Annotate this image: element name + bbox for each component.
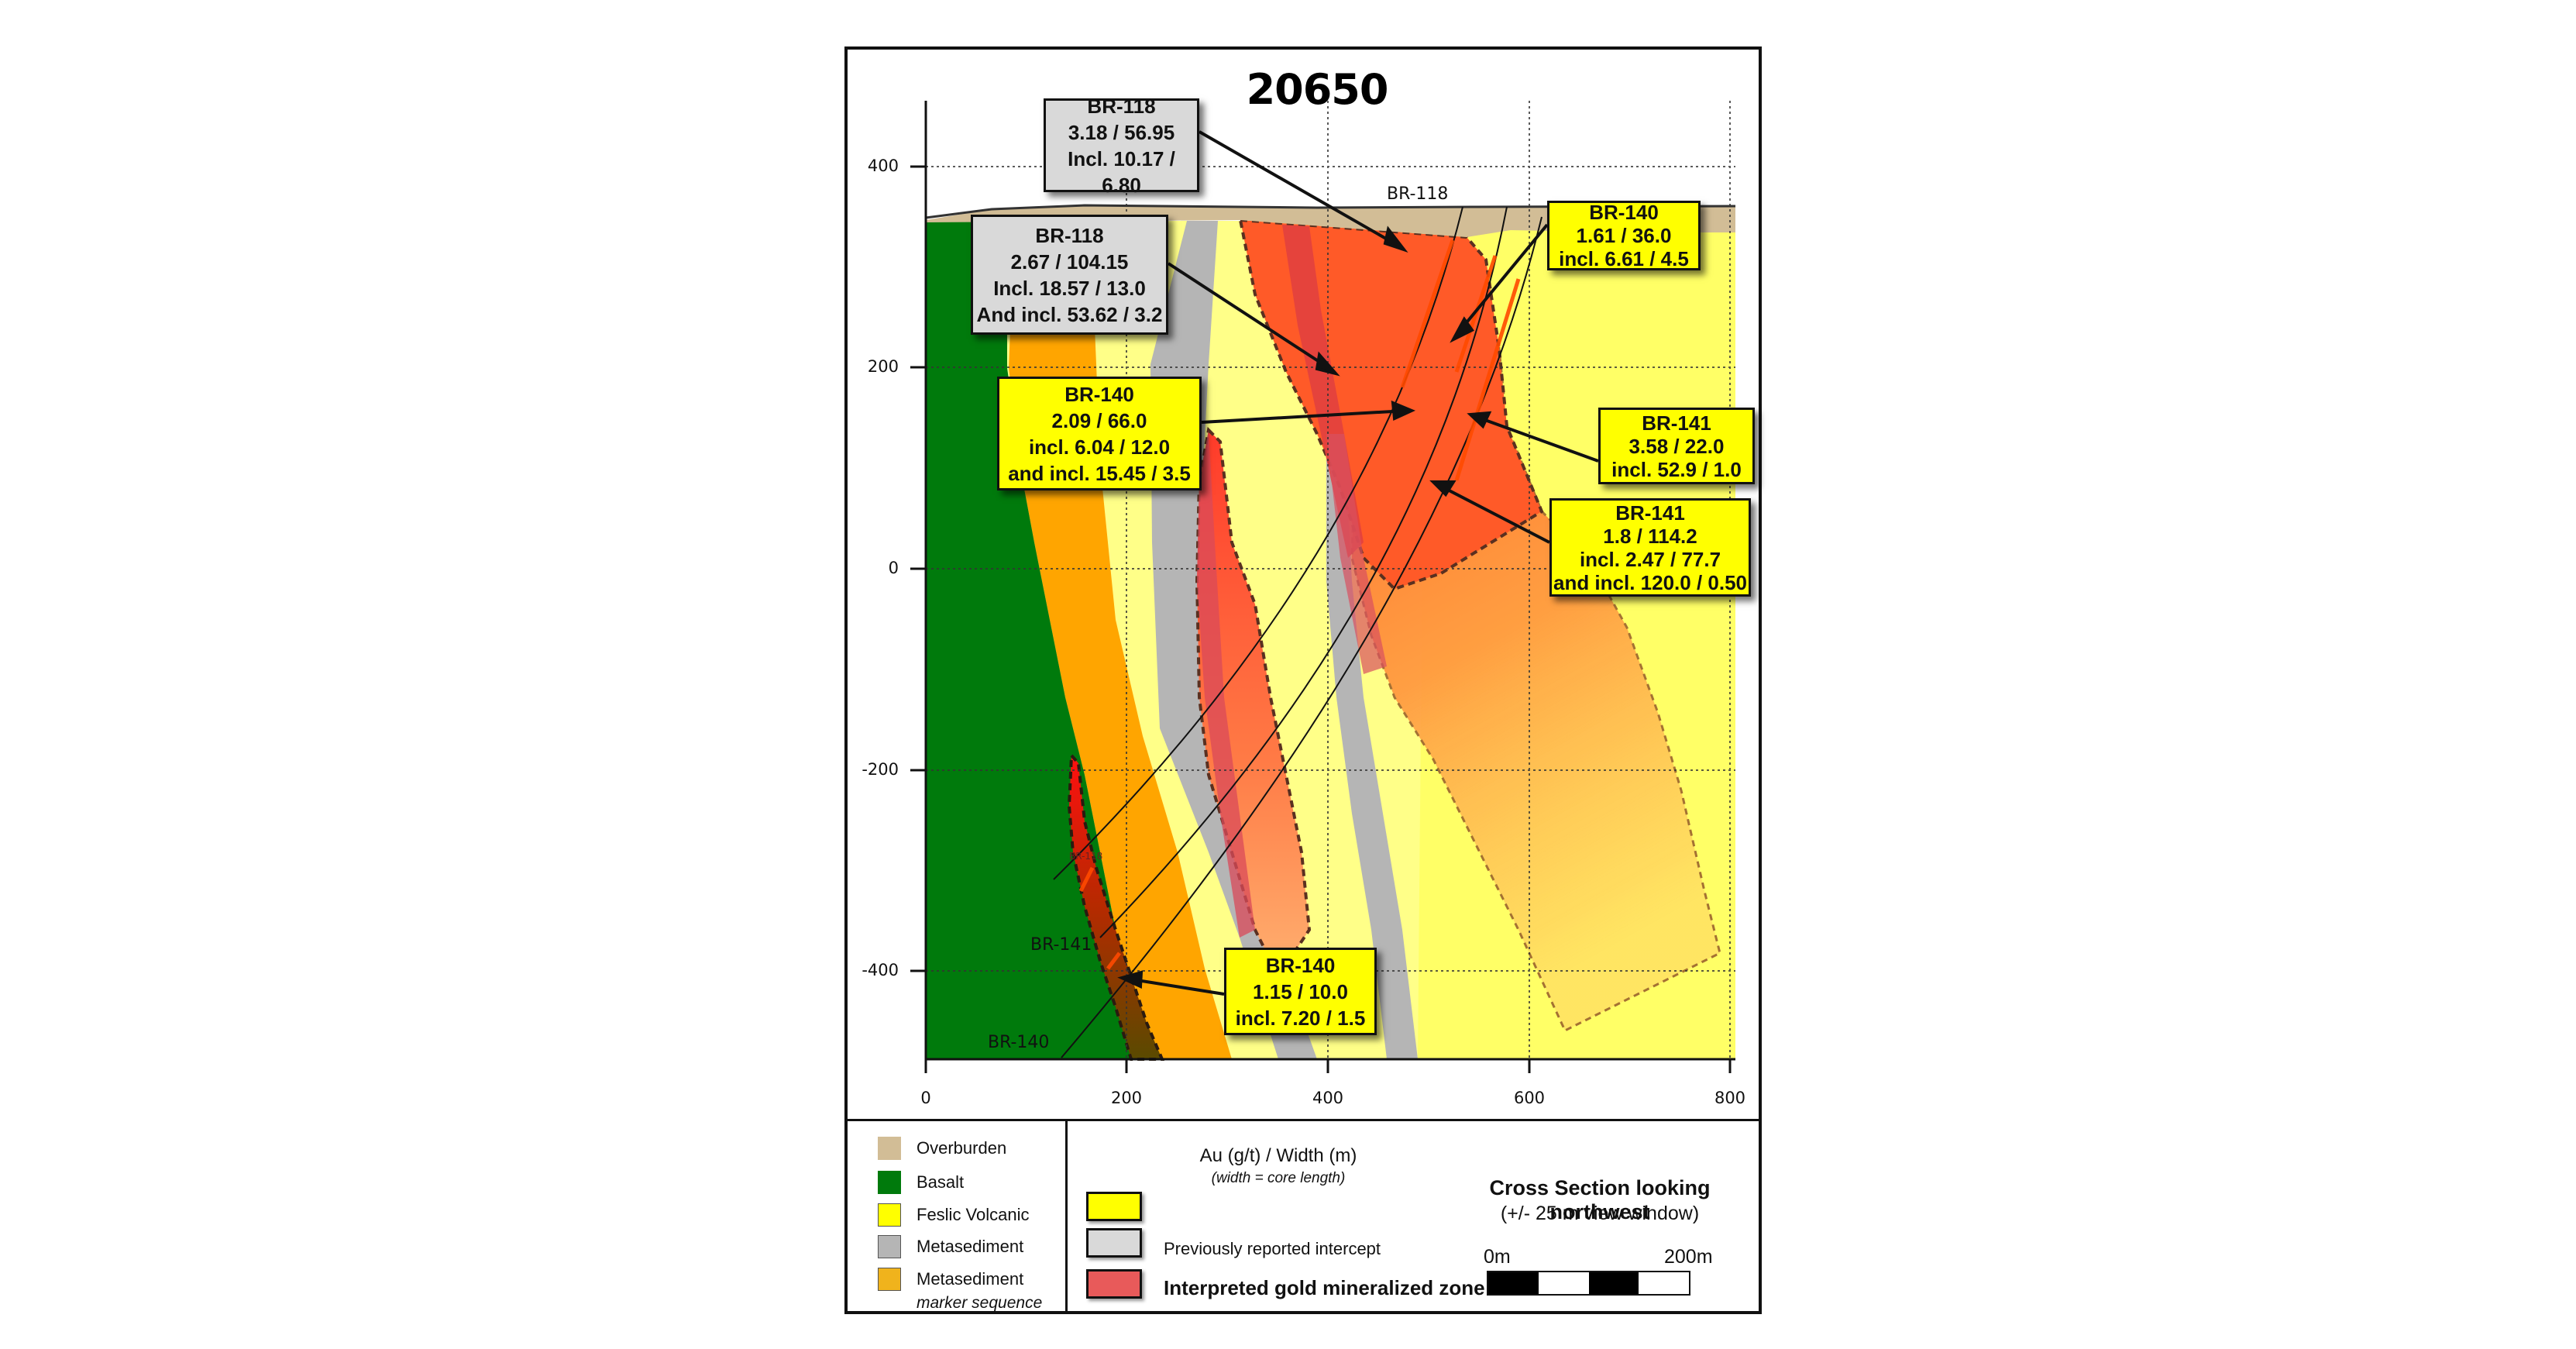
axes — [910, 101, 1735, 1073]
y-tick-label: -400 — [862, 961, 899, 979]
scale-start-label: 0m — [1484, 1246, 1511, 1268]
callout-line: incl. 6.61 / 4.5 — [1559, 247, 1689, 270]
callout-line: and incl. 120.0 / 0.50 — [1553, 570, 1748, 594]
drill-hole-label-br141: BR-141 — [1030, 935, 1092, 955]
callout-line: incl. 7.20 / 1.5 — [1235, 1006, 1366, 1030]
callout-arrows — [1117, 130, 1599, 996]
scale-bar — [1487, 1271, 1690, 1296]
scale-end-label: 200m — [1664, 1246, 1713, 1268]
legend-label: Metasediment — [917, 1237, 1024, 1256]
legend-item-basalt: Basalt — [878, 1171, 964, 1194]
mineralized-zone-label: Interpreted gold mineralized zone — [1164, 1276, 1485, 1299]
basalt-swatch — [878, 1171, 901, 1194]
callout-hole: BR-118 — [1035, 223, 1104, 247]
callout-br141-lower: BR-141 1.8 / 114.2 incl. 2.47 / 77.7 and… — [1549, 498, 1751, 597]
callout-hole: BR-140 — [1589, 201, 1659, 224]
callout-line: Incl. 18.57 / 13.0 — [993, 276, 1146, 300]
drill-hole-label-br118-small: BR-118 — [1069, 851, 1103, 862]
callout-line: 2.67 / 104.15 — [1010, 249, 1129, 274]
callout-line: And incl. 53.62 / 3.2 — [976, 302, 1163, 326]
previous-intercept-swatch — [1086, 1228, 1142, 1258]
callout-line: 2.09 / 66.0 — [1051, 408, 1147, 432]
callout-br141-upper: BR-141 3.58 / 22.0 incl. 52.9 / 1.0 — [1598, 408, 1755, 484]
mineralized-zone-middle — [1195, 426, 1312, 979]
callout-line: 1.8 / 114.2 — [1603, 524, 1697, 548]
br-140-trace — [1061, 216, 1543, 1058]
x-tick-label: 0 — [920, 1089, 931, 1107]
callout-line: incl. 6.04 / 12.0 — [1028, 435, 1171, 459]
callout-hole: BR-140 — [1265, 953, 1336, 977]
x-tick-label: 200 — [1110, 1089, 1143, 1107]
y-tick-label: 400 — [867, 157, 899, 175]
legend-item-marker-sequence: Metasediment — [878, 1268, 1023, 1291]
drill-hole-label-br118: BR-118 — [1387, 184, 1449, 204]
legend-label: Metasediment — [917, 1269, 1024, 1289]
callout-line: incl. 52.9 / 1.0 — [1611, 457, 1742, 481]
legend-sublabel: marker sequence — [917, 1294, 1043, 1312]
callout-hole: BR-141 — [1615, 501, 1685, 525]
br-118-trace — [1053, 206, 1463, 880]
callout-line: incl. 2.47 / 77.7 — [1579, 547, 1721, 571]
legend-item-overburden: Overburden — [878, 1137, 1006, 1160]
y-tick-label: 200 — [867, 357, 899, 376]
drill-hole-label-br140: BR-140 — [988, 1033, 1050, 1052]
callout-hole: BR-118 — [1087, 94, 1156, 118]
x-tick-label: 600 — [1513, 1089, 1546, 1107]
legend-label: Basalt — [917, 1172, 965, 1192]
mineralized-zone-swatch — [1086, 1269, 1142, 1299]
marker-sequence-band — [1009, 310, 1232, 1059]
x-tick-label: 800 — [1714, 1089, 1746, 1107]
callout-hole: BR-140 — [1064, 382, 1134, 406]
callout-br140-upper: BR-140 1.61 / 36.0 incl. 6.61 / 4.5 — [1547, 201, 1701, 270]
felsic-volcanic-swatch — [878, 1203, 901, 1227]
crimson-tail — [1326, 434, 1387, 674]
cross-section-title: Cross Section looking northwest — [1489, 1176, 1711, 1223]
callout-line: 1.15 / 10.0 — [1253, 979, 1348, 1003]
callout-line: 3.18 / 56.95 — [1068, 120, 1175, 144]
new-intercept-swatch — [1086, 1192, 1142, 1221]
callout-br140-middle: BR-140 2.09 / 66.0 incl. 6.04 / 12.0 and… — [997, 377, 1202, 490]
callout-br140-lower: BR-140 1.15 / 10.0 incl. 7.20 / 1.5 — [1224, 948, 1377, 1035]
callout-br118-upper: BR-118 3.18 / 56.95 Incl. 10.17 / 6.80 — [1044, 95, 1199, 197]
legend-label: Feslic Volcanic — [917, 1205, 1030, 1224]
callout-line: 3.58 / 22.0 — [1628, 434, 1725, 458]
au-width-subtitle: (width = core length) — [1211, 1170, 1346, 1186]
overburden-swatch — [878, 1137, 901, 1160]
callout-line: 1.61 / 36.0 — [1576, 224, 1672, 247]
callout-line: and incl. 15.45 / 3.5 — [1008, 461, 1191, 485]
legend-item-felsic-volcanic: Feslic Volcanic — [878, 1203, 1030, 1227]
section-title: 20650 — [1246, 65, 1389, 114]
legend-label: Overburden — [917, 1138, 1007, 1158]
legend-column-divider — [1065, 1120, 1068, 1311]
previous-intercept-label: Previously reported intercept — [1164, 1239, 1381, 1258]
y-tick-label: -200 — [862, 760, 899, 779]
overburden-unit — [926, 205, 1735, 237]
x-tick-label: 400 — [1312, 1089, 1344, 1107]
callout-hole: BR-141 — [1642, 411, 1711, 435]
legend-item-metasediment: Metasediment — [878, 1235, 1023, 1258]
br-141-trace — [1099, 206, 1508, 938]
callout-br118-lower: BR-118 2.67 / 104.15 Incl. 18.57 / 13.0 … — [971, 215, 1168, 335]
au-width-title: Au (g/t) / Width (m) — [1199, 1145, 1357, 1166]
legend-divider — [844, 1119, 1762, 1121]
callout-line: Incl. 10.17 / 6.80 — [1068, 146, 1175, 197]
cross-section-subtitle: (+/- 25 m view window) — [1500, 1203, 1700, 1224]
y-tick-label: 0 — [888, 559, 899, 577]
metasediment-swatch — [878, 1235, 901, 1258]
marker-sequence-swatch — [878, 1268, 901, 1291]
drill-traces — [1053, 206, 1543, 1058]
